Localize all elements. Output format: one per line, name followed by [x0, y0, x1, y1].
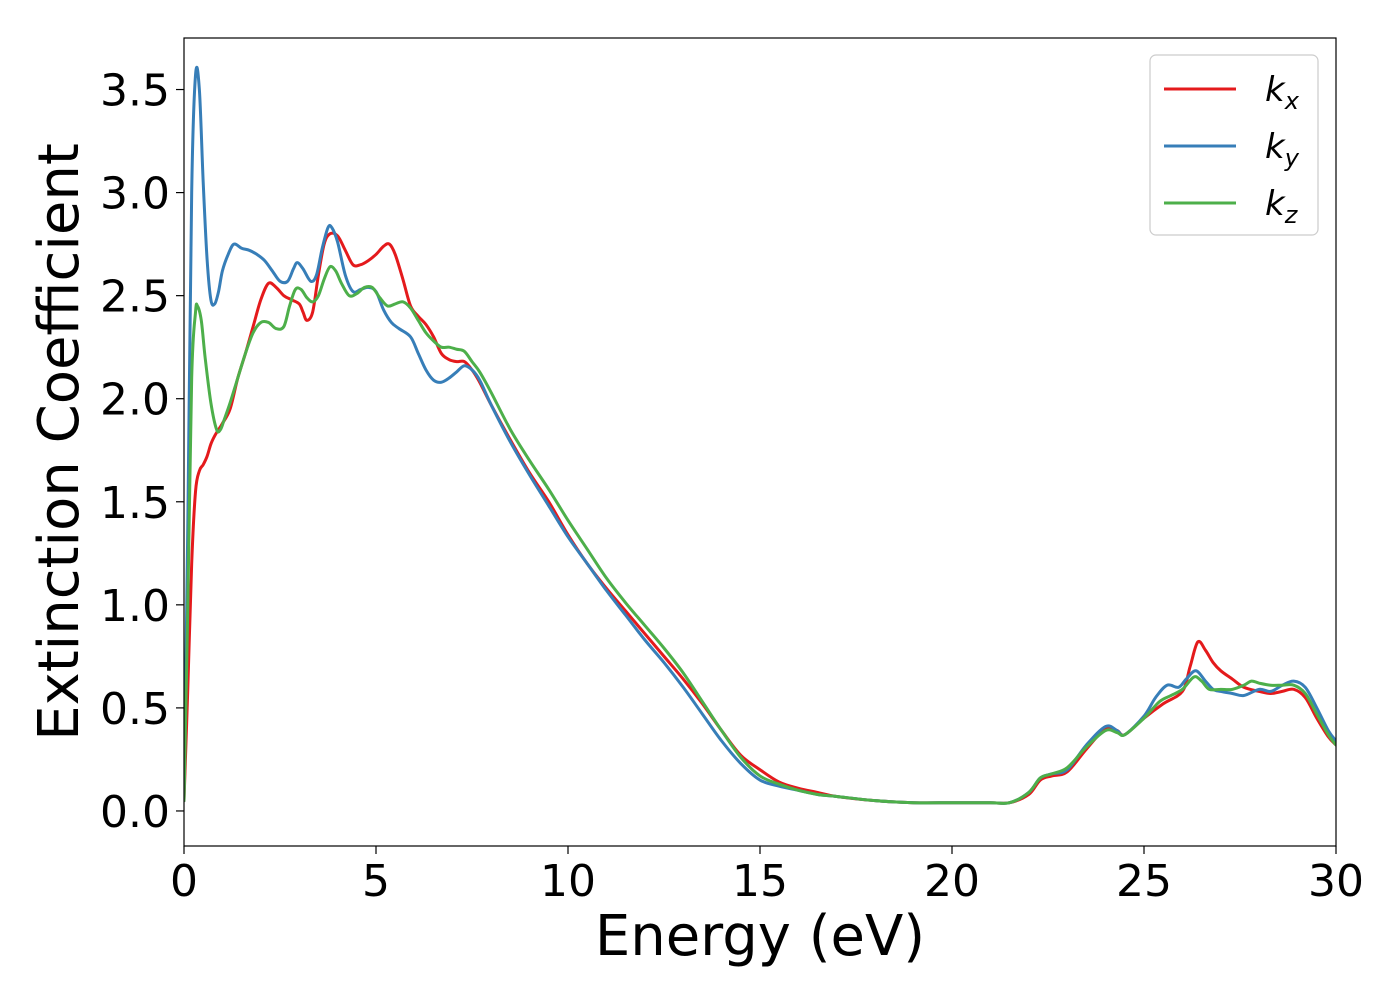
y-tick-label: 2.0 — [100, 375, 170, 426]
series-line-kx — [184, 231, 1336, 805]
legend-entry-kz: kz — [1265, 184, 1299, 229]
y-axis-label: Extinction Coefficient — [27, 143, 92, 741]
legend-entry-ky: ky — [1265, 127, 1300, 172]
series-line-kz — [184, 264, 1336, 805]
x-axis: 0 5 10 15 20 25 30 — [170, 846, 1364, 907]
y-tick-label: 1.5 — [100, 478, 170, 529]
x-tick-label: 25 — [1116, 856, 1172, 907]
x-tick-label: 0 — [170, 856, 198, 907]
legend-entry-name: k — [1265, 127, 1286, 167]
x-tick-label: 15 — [732, 856, 788, 907]
y-axis: 0.0 0.5 1.0 1.5 2.0 2.5 3.0 3.5 — [100, 66, 184, 838]
legend-entry-kx: kx — [1265, 70, 1300, 115]
x-tick-label: 20 — [924, 856, 980, 907]
x-axis-label: Energy (eV) — [595, 904, 925, 969]
y-tick-label: 3.0 — [100, 169, 170, 220]
x-tick-label: 5 — [362, 856, 390, 907]
y-tick-label: 0.5 — [100, 684, 170, 735]
y-tick-label: 2.5 — [100, 272, 170, 323]
x-tick-label: 10 — [540, 856, 596, 907]
legend-entry-name: k — [1265, 184, 1286, 224]
plot-area — [184, 65, 1336, 805]
legend-entry-name: k — [1265, 70, 1286, 110]
x-tick-label: 30 — [1308, 856, 1364, 907]
series-line-ky — [184, 65, 1336, 805]
y-tick-label: 0.0 — [100, 787, 170, 838]
y-tick-label: 1.0 — [100, 581, 170, 632]
legend-entry-subscript: x — [1284, 87, 1300, 115]
legend-entry-subscript: y — [1284, 144, 1300, 172]
legend-entry-subscript: z — [1284, 201, 1299, 229]
y-tick-label: 3.5 — [100, 66, 170, 117]
